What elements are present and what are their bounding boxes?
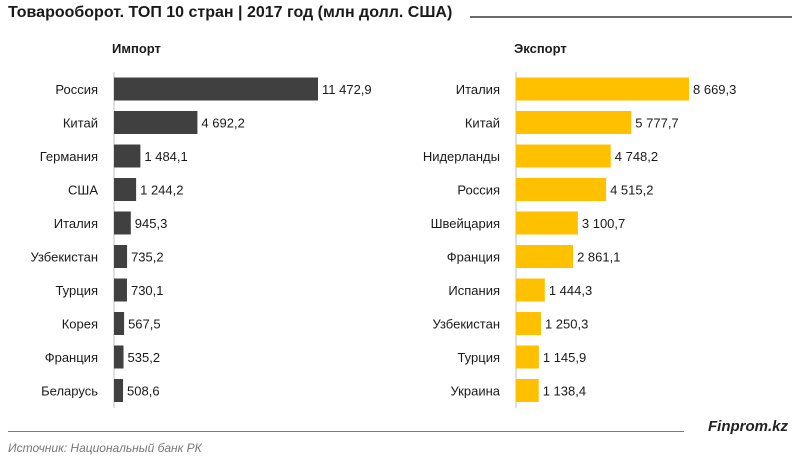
footer-rule (8, 431, 684, 432)
export-value-label: 3 100,7 (582, 216, 625, 231)
export-category-label: Испания (448, 283, 500, 298)
import-category-label: Италия (54, 216, 98, 231)
export-value-label: 1 250,3 (545, 317, 588, 332)
export-category-label: Узбекистан (432, 317, 500, 332)
import-value-label: 535,2 (128, 350, 161, 365)
import-bar (114, 245, 128, 268)
export-section-title: Экспорт (514, 41, 567, 56)
import-bar (114, 77, 318, 101)
import-value-label: 945,3 (135, 216, 168, 231)
export-category-label: Китай (465, 116, 500, 131)
export-bar (516, 77, 689, 101)
import-bar (114, 312, 125, 335)
import-category-label: Германия (40, 149, 98, 164)
import-value-label: 11 472,9 (322, 82, 372, 97)
import-bar (114, 379, 124, 402)
export-bar (516, 345, 539, 369)
import-value-label: 730,1 (131, 283, 164, 298)
import-bar (114, 278, 127, 302)
import-value-label: 567,5 (128, 317, 161, 332)
import-category-label: Узбекистан (30, 250, 98, 265)
import-bar (114, 144, 141, 168)
export-value-label: 2 861,1 (577, 250, 620, 265)
import-category-label: Россия (55, 82, 98, 97)
import-value-label: 1 484,1 (144, 149, 187, 164)
import-category-label: Корея (62, 317, 98, 332)
export-value-label: 1 145,9 (543, 350, 586, 365)
export-category-label: Швейцария (431, 216, 500, 231)
import-bar (114, 345, 124, 369)
export-category-label: Италия (456, 82, 500, 97)
import-bar (114, 111, 198, 134)
import-section-title: Импорт (112, 41, 161, 56)
export-value-label: 1 138,4 (543, 384, 586, 399)
export-value-label: 5 777,7 (635, 116, 678, 131)
export-category-label: Турция (457, 350, 500, 365)
import-category-label: Беларусь (41, 384, 98, 399)
export-category-label: Нидерланды (423, 149, 500, 164)
export-value-label: 4 515,2 (610, 183, 653, 198)
import-category-label: США (68, 183, 98, 198)
export-bar (516, 379, 539, 402)
export-panel: Экспорт Италия 8 669,3 Китай 5 777,7 Нидерлан… (423, 41, 736, 408)
import-panel: Импорт Россия 11 472,9 Китай 4 692,2 Германия… (30, 41, 372, 408)
import-bar (114, 211, 131, 235)
export-bar (516, 278, 545, 302)
export-category-label: Франция (447, 250, 500, 265)
import-value-label: 4 692,2 (201, 116, 244, 131)
import-value-label: 1 244,2 (140, 183, 183, 198)
export-category-label: Россия (457, 183, 500, 198)
import-bar (114, 178, 137, 201)
export-bar (516, 211, 578, 235)
export-bar (516, 111, 632, 134)
import-category-label: Турция (55, 283, 98, 298)
import-value-label: 735,2 (131, 250, 164, 265)
export-value-label: 8 669,3 (693, 82, 736, 97)
export-value-label: 4 748,2 (615, 149, 658, 164)
import-value-label: 508,6 (127, 384, 160, 399)
export-value-label: 1 444,3 (549, 283, 592, 298)
export-bar (516, 144, 611, 168)
source-note: Источник: Национальный банк РК (8, 441, 202, 455)
page-title: Товарооборот. ТОП 10 стран | 2017 год (м… (8, 4, 453, 21)
export-bar (516, 245, 574, 268)
import-category-label: Франция (45, 350, 98, 365)
export-category-label: Украина (451, 384, 501, 399)
import-category-label: Китай (63, 116, 98, 131)
chart-area: Импорт Россия 11 472,9 Китай 4 692,2 Германия… (30, 41, 736, 408)
export-bar (516, 312, 541, 335)
export-bar (516, 178, 607, 201)
brand-label: Finprom.kz (707, 418, 788, 435)
title-rule (470, 16, 792, 18)
